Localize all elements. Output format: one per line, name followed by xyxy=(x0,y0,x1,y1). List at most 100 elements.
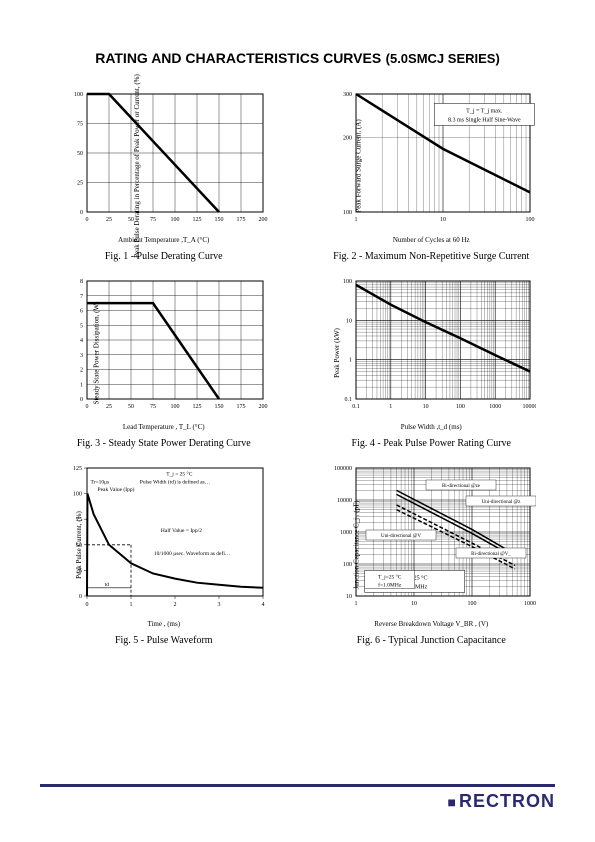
svg-text:0.1: 0.1 xyxy=(353,404,361,410)
svg-text:100: 100 xyxy=(456,404,465,410)
svg-text:10: 10 xyxy=(423,404,429,410)
svg-text:Bi-directional @ze: Bi-directional @ze xyxy=(442,484,481,489)
svg-text:1000: 1000 xyxy=(489,404,501,410)
svg-text:150: 150 xyxy=(214,404,223,410)
svg-text:125: 125 xyxy=(73,466,82,472)
svg-text:Pulse Width (td) is defined as: Pulse Width (td) is defined as… xyxy=(140,478,210,485)
fig5: Peak Pulse Current, (%) 0123402550751001… xyxy=(40,462,288,647)
svg-text:2: 2 xyxy=(80,368,83,374)
svg-text:100000: 100000 xyxy=(334,466,352,472)
fig3-chart: 0255075100125150175200012345678 xyxy=(59,275,269,415)
fig1-ylabel: Peak Pulse Derating in Percentage of Pea… xyxy=(133,74,141,258)
svg-text:75: 75 xyxy=(150,404,156,410)
footer-logo: RECTRON xyxy=(40,791,555,812)
svg-text:100: 100 xyxy=(468,601,477,607)
svg-text:50: 50 xyxy=(77,151,83,157)
fig4-xlabel: Pulse Width ,t_d (ms) xyxy=(326,423,536,431)
svg-text:10: 10 xyxy=(346,594,352,600)
svg-text:10/1000 μsec. Waveform as defi: 10/1000 μsec. Waveform as defi… xyxy=(154,550,230,557)
svg-text:100: 100 xyxy=(170,404,179,410)
svg-text:5: 5 xyxy=(80,323,83,329)
fig5-caption: Fig. 5 - Pulse Waveform xyxy=(115,634,213,647)
svg-text:T_j=25 °C: T_j=25 °C xyxy=(378,573,402,580)
svg-text:T_j = 25 °C: T_j = 25 °C xyxy=(166,471,193,478)
fig1: Peak Pulse Derating in Percentage of Pea… xyxy=(40,88,288,263)
svg-text:Uni-directional @z: Uni-directional @z xyxy=(482,500,521,505)
svg-text:25: 25 xyxy=(77,181,83,187)
fig2-caption: Fig. 2 - Maximum Non-Repetitive Surge Cu… xyxy=(333,250,529,263)
svg-text:175: 175 xyxy=(236,217,245,223)
svg-text:1: 1 xyxy=(349,358,352,364)
svg-text:0: 0 xyxy=(85,602,88,608)
fig4-caption: Fig. 4 - Peak Pulse Power Rating Curve xyxy=(352,437,511,450)
svg-text:Half Value = Ipp/2: Half Value = Ipp/2 xyxy=(161,527,202,534)
svg-text:2: 2 xyxy=(173,602,176,608)
svg-text:100: 100 xyxy=(526,217,535,223)
footer-line xyxy=(40,784,555,787)
fig4-chart: 0.11101001000100000.1110100 xyxy=(326,275,536,415)
svg-text:10: 10 xyxy=(440,217,446,223)
fig4-ylabel: Peak Power (kW) xyxy=(333,328,341,378)
fig3: Steady State Power Dissipation, (W) 0255… xyxy=(40,275,288,450)
fig1-chart: 02550751001251501752000255075100 xyxy=(59,88,269,228)
fig5-ylabel: Peak Pulse Current, (%) xyxy=(75,511,83,579)
svg-text:200: 200 xyxy=(343,136,352,142)
fig1-caption: Fig. 1 - Pulse Derating Curve xyxy=(105,250,223,263)
svg-text:75: 75 xyxy=(150,217,156,223)
fig6-caption: Fig. 6 - Typical Junction Capacitance xyxy=(357,634,506,647)
fig6-ylabel: Junction Capacitance C_j , (pF) xyxy=(353,501,361,590)
svg-text:3: 3 xyxy=(80,353,83,359)
svg-text:Tr=10μs: Tr=10μs xyxy=(90,479,109,485)
svg-text:10000: 10000 xyxy=(337,498,352,504)
svg-text:150: 150 xyxy=(214,217,223,223)
fig1-xlabel: Ambient Temperature ,T_A (°C) xyxy=(59,236,269,244)
svg-text:1: 1 xyxy=(129,602,132,608)
svg-text:1: 1 xyxy=(390,404,393,410)
svg-text:Peak Value (Ipp): Peak Value (Ipp) xyxy=(97,486,134,493)
svg-text:10: 10 xyxy=(346,318,352,324)
svg-text:200: 200 xyxy=(258,217,267,223)
charts-grid: Peak Pulse Derating in Percentage of Pea… xyxy=(40,88,555,647)
svg-text:0: 0 xyxy=(80,210,83,216)
svg-text:10: 10 xyxy=(411,601,417,607)
svg-text:25: 25 xyxy=(106,404,112,410)
svg-text:300: 300 xyxy=(343,92,352,98)
fig2: Peak Forward Surge Current, (A) 1 10 100 10… xyxy=(308,88,556,263)
page: RATING AND CHARACTERISTICS CURVES (5.0SM… xyxy=(0,0,595,677)
svg-text:0: 0 xyxy=(85,217,88,223)
fig2-ylabel: Peak Forward Surge Current, (A) xyxy=(355,119,363,212)
svg-text:8: 8 xyxy=(80,279,83,285)
svg-text:Uni-directional @V: Uni-directional @V xyxy=(381,534,421,539)
fig2-xlabel: Number of Cycles at 60 Hz xyxy=(326,236,536,244)
fig3-caption: Fig. 3 - Steady State Power Derating Cur… xyxy=(77,437,251,450)
svg-text:td: td xyxy=(104,582,109,588)
svg-text:100: 100 xyxy=(343,210,352,216)
svg-text:8.3 ms Single Half Sine-Wave: 8.3 ms Single Half Sine-Wave xyxy=(448,116,521,123)
svg-text:1: 1 xyxy=(355,601,358,607)
fig5-chart: 012340255075100125T_j = 25 °CPulse Width… xyxy=(59,462,269,612)
fig3-xlabel: Lead Temperature , T_L (°C) xyxy=(59,423,269,431)
svg-text:1: 1 xyxy=(80,382,83,388)
svg-text:125: 125 xyxy=(192,404,201,410)
svg-text:25: 25 xyxy=(106,217,112,223)
svg-text:1: 1 xyxy=(355,217,358,223)
svg-text:T_j = T_j max.: T_j = T_j max. xyxy=(466,108,503,114)
svg-text:1000: 1000 xyxy=(340,530,352,536)
svg-text:50: 50 xyxy=(128,404,134,410)
svg-text:125: 125 xyxy=(192,217,201,223)
svg-text:10000: 10000 xyxy=(523,404,537,410)
svg-text:3: 3 xyxy=(217,602,220,608)
fig6-xlabel: Reverse Breakdown Voltage V_BR , (V) xyxy=(326,620,536,628)
svg-text:175: 175 xyxy=(236,404,245,410)
fig5-xlabel: Time , (ms) xyxy=(59,620,269,628)
fig6: Junction Capacitance C_j , (pF) 11010010… xyxy=(308,462,556,647)
svg-text:Bi-directional @V_: Bi-directional @V_ xyxy=(471,552,511,557)
svg-text:4: 4 xyxy=(80,338,83,344)
title-series: (5.0SMCJ SERIES) xyxy=(386,51,500,66)
title-main: RATING AND CHARACTERISTICS CURVES xyxy=(95,50,381,66)
svg-text:75: 75 xyxy=(77,122,83,128)
svg-text:100: 100 xyxy=(74,92,83,98)
svg-text:4: 4 xyxy=(261,602,264,608)
svg-text:0: 0 xyxy=(85,404,88,410)
svg-text:0: 0 xyxy=(79,594,82,600)
